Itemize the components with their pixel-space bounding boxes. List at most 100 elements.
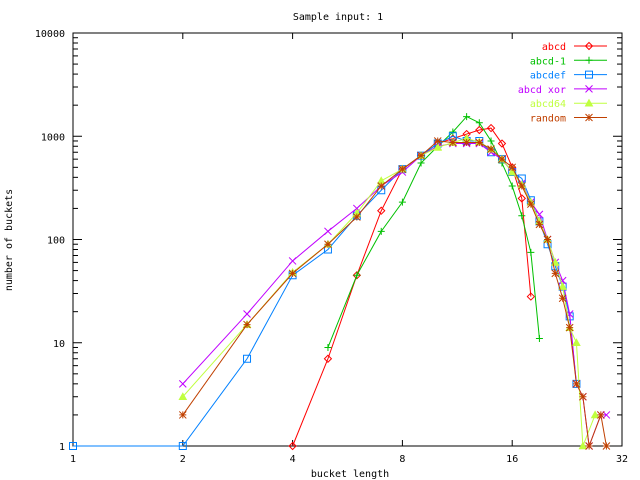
data-point	[462, 138, 471, 147]
data-point	[535, 334, 543, 342]
data-point	[475, 125, 484, 135]
data-point	[243, 320, 251, 329]
series-abcdef	[69, 132, 581, 450]
series-line	[73, 135, 577, 447]
data-point	[463, 113, 471, 121]
data-point	[324, 343, 332, 351]
data-point	[526, 196, 535, 205]
legend-marker	[585, 85, 593, 93]
legend-marker	[585, 56, 593, 64]
data-point	[518, 212, 526, 220]
legend-marker	[584, 98, 594, 107]
data-point	[508, 182, 516, 190]
y-tick-label: 1000	[41, 132, 65, 143]
data-point	[558, 282, 567, 290]
x-tick-label: 32	[616, 454, 628, 465]
data-point	[508, 163, 517, 172]
data-point	[433, 137, 442, 145]
data-point	[579, 392, 587, 401]
data-point	[288, 269, 297, 278]
legend-marker	[585, 70, 593, 79]
series-line	[292, 127, 532, 447]
data-point	[178, 411, 187, 419]
data-point	[572, 379, 581, 388]
series-abcd	[288, 123, 536, 451]
series-line	[182, 143, 607, 447]
data-point	[324, 240, 332, 249]
data-point	[487, 145, 495, 154]
data-point	[535, 220, 544, 229]
data-point	[398, 165, 407, 174]
data-point	[543, 235, 552, 244]
data-point	[551, 269, 560, 278]
x-tick-label: 16	[506, 454, 518, 465]
legend-marker	[584, 41, 594, 51]
series-line	[182, 140, 607, 447]
legend-label: abcd xor	[518, 85, 566, 96]
data-point	[417, 151, 425, 160]
data-point	[526, 292, 536, 301]
legend-label: abcdef	[530, 71, 566, 82]
series-line	[327, 115, 540, 348]
legend-label: abcd-1	[530, 56, 566, 67]
y-tick-label: 1	[59, 442, 65, 453]
y-axis-label: number of buckets	[4, 189, 15, 291]
data-point	[178, 442, 187, 450]
series-line	[182, 138, 596, 447]
data-point	[353, 271, 361, 279]
data-point	[69, 442, 77, 450]
data-point	[448, 138, 457, 147]
legend-label: random	[530, 114, 566, 125]
data-point	[527, 248, 535, 256]
data-point	[517, 182, 526, 190]
data-point	[497, 155, 506, 164]
data-point	[578, 441, 588, 450]
x-tick-label: 2	[180, 454, 186, 465]
data-point	[585, 442, 593, 450]
data-point	[602, 411, 611, 419]
data-point	[352, 271, 362, 280]
x-axis-label: bucket length	[311, 469, 389, 480]
data-point	[448, 132, 457, 141]
data-point	[572, 338, 581, 347]
x-tick-label: 1	[70, 454, 76, 465]
data-point	[475, 119, 483, 127]
data-point	[377, 206, 386, 215]
data-point	[398, 165, 407, 174]
y-tick-label: 100	[47, 236, 65, 247]
data-point	[324, 227, 332, 236]
data-point	[377, 227, 385, 235]
data-point	[323, 354, 333, 363]
data-point	[243, 354, 252, 363]
data-point	[602, 442, 611, 450]
data-point	[398, 198, 406, 206]
data-point	[497, 139, 507, 148]
data-point	[377, 182, 386, 190]
y-tick-label: 10000	[35, 29, 65, 40]
legend-label: abcd64	[530, 99, 566, 110]
chart-title: Sample input: 1	[293, 12, 383, 23]
series-random	[178, 137, 611, 450]
data-point	[178, 392, 188, 401]
x-tick-label: 4	[290, 454, 296, 465]
data-point	[487, 137, 495, 145]
data-point	[527, 200, 535, 208]
data-point	[558, 294, 567, 303]
y-tick-label: 10	[53, 339, 65, 350]
legend: abcd abcd-1 abcdef abcd xor abcd64 random	[518, 41, 607, 125]
data-point	[590, 410, 600, 419]
data-point	[596, 411, 605, 419]
x-tick-label: 8	[399, 454, 405, 465]
data-point	[288, 257, 297, 265]
series-abcd-xor	[178, 139, 611, 450]
data-point	[243, 310, 251, 318]
data-point	[288, 441, 297, 451]
data-point	[178, 379, 187, 388]
data-point	[449, 128, 457, 136]
data-point	[565, 323, 574, 332]
data-point	[417, 159, 425, 167]
data-point	[475, 138, 484, 147]
data-point	[517, 194, 527, 203]
data-point	[486, 123, 496, 133]
